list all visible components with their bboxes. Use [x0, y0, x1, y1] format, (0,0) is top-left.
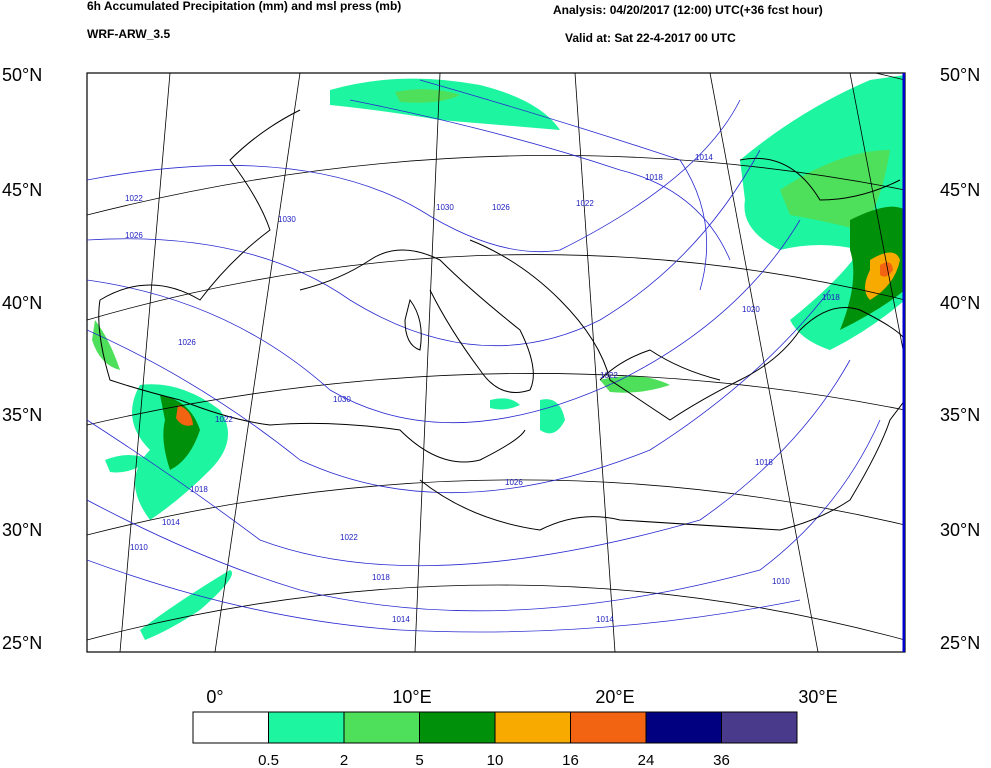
- isobars: [87, 79, 881, 633]
- isobar-label: 1022: [576, 199, 594, 208]
- lat-label: 35°N: [940, 405, 980, 425]
- colorbar-box: [192, 711, 269, 744]
- lat-label: 45°N: [940, 180, 980, 200]
- precip-areas: [92, 75, 905, 640]
- isobar-label: 1026: [178, 338, 196, 347]
- isobar-label: 1022: [600, 371, 618, 380]
- isobar-label: 1018: [822, 293, 840, 302]
- lon-label: 10°E: [392, 687, 431, 707]
- lat-label: 25°N: [2, 633, 42, 653]
- isobar-label: 1030: [436, 203, 454, 212]
- isobar-label: 1014: [392, 615, 410, 624]
- map-title: 6h Accumulated Precipitation (mm) and ms…: [87, 0, 401, 13]
- lat-label: 45°N: [2, 180, 42, 200]
- isobar-label: 1018: [755, 458, 773, 467]
- colorbar-box: [570, 711, 647, 744]
- isobar-label: 1022: [340, 533, 358, 542]
- colorbar-box: [721, 711, 798, 744]
- colorbar-label: 36: [713, 752, 730, 768]
- isobar-label: 1022: [215, 415, 233, 424]
- lon-label: 30°E: [798, 687, 837, 707]
- model-label: WRF-ARW_3.5: [87, 27, 170, 41]
- colorbar-label: 5: [415, 752, 423, 768]
- lat-label: 40°N: [2, 293, 42, 313]
- lat-label: 50°N: [2, 65, 42, 85]
- colorbar-box: [268, 711, 345, 744]
- isobar-label: 1026: [125, 231, 143, 240]
- lon-label: 0°: [206, 687, 223, 707]
- isobar-label: 1018: [645, 173, 663, 182]
- colorbar: 0.5 2 5 10 16 24 36: [192, 711, 798, 768]
- lat-label: 30°N: [940, 520, 980, 540]
- colorbar-label: 24: [638, 752, 655, 768]
- isobar-label: 1020: [742, 305, 760, 314]
- lat-label: 35°N: [2, 405, 42, 425]
- map-area: 1022 1026 1030 1030 1026 1022 1018 1014 …: [86, 72, 906, 653]
- colorbar-box: [494, 711, 571, 744]
- isobar-label: 1010: [772, 577, 790, 586]
- analysis-label: Analysis: 04/20/2017 (12:00) UTC(+36 fcs…: [553, 3, 823, 17]
- colorbar-label: 0.5: [258, 752, 279, 768]
- isobar-label: 1018: [190, 485, 208, 494]
- isobar-label: 1030: [333, 395, 351, 404]
- colorbar-label: 10: [487, 752, 504, 768]
- isobar-label: 1014: [162, 518, 180, 527]
- isobar-label: 1014: [596, 615, 614, 624]
- isobar-label: 1010: [130, 543, 148, 552]
- lat-label: 25°N: [940, 633, 980, 653]
- colorbar-box: [419, 711, 496, 744]
- lat-label: 50°N: [940, 65, 980, 85]
- colorbar-label: 2: [340, 752, 348, 768]
- lat-label: 40°N: [940, 293, 980, 313]
- coastlines: [98, 109, 905, 531]
- isobar-label: 1014: [695, 153, 713, 162]
- isobar-label: 1022: [125, 194, 143, 203]
- colorbar-box: [645, 711, 722, 744]
- lon-label: 20°E: [595, 687, 634, 707]
- colorbar-label: 16: [562, 752, 579, 768]
- isobar-label: 1026: [492, 203, 510, 212]
- map-labels: 50°N 50°N 45°N 45°N 40°N 40°N 35°N 35°N 30°N 30°N…: [2, 65, 980, 707]
- colorbar-box: [343, 711, 420, 744]
- isobar-label: 1026: [505, 478, 523, 487]
- valid-label: Valid at: Sat 22-4-2017 00 UTC: [565, 31, 736, 45]
- lat-label: 30°N: [2, 520, 42, 540]
- isobar-label: 1018: [372, 573, 390, 582]
- isobar-label: 1030: [278, 215, 296, 224]
